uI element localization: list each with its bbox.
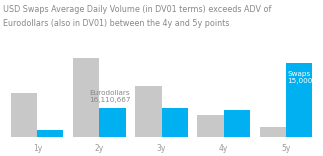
Text: USD Swaps Average Daily Volume (in DV01 terms) exceeds ADV of: USD Swaps Average Daily Volume (in DV01 … bbox=[3, 5, 272, 14]
Text: Eurodollars
16,110,667: Eurodollars 16,110,667 bbox=[89, 90, 131, 102]
Bar bbox=[162, 108, 188, 137]
Bar bbox=[11, 93, 37, 137]
Bar bbox=[99, 108, 126, 137]
Bar bbox=[135, 85, 162, 137]
Text: Eurodollars (also in DV01) between the 4y and 5y points: Eurodollars (also in DV01) between the 4… bbox=[3, 19, 230, 28]
Bar bbox=[197, 115, 224, 137]
Bar bbox=[73, 58, 99, 137]
Bar bbox=[37, 130, 63, 137]
Text: Swaps
15,000,000: Swaps 15,000,000 bbox=[287, 71, 323, 84]
Bar bbox=[224, 110, 250, 137]
Bar bbox=[286, 63, 312, 137]
Bar bbox=[260, 127, 286, 137]
